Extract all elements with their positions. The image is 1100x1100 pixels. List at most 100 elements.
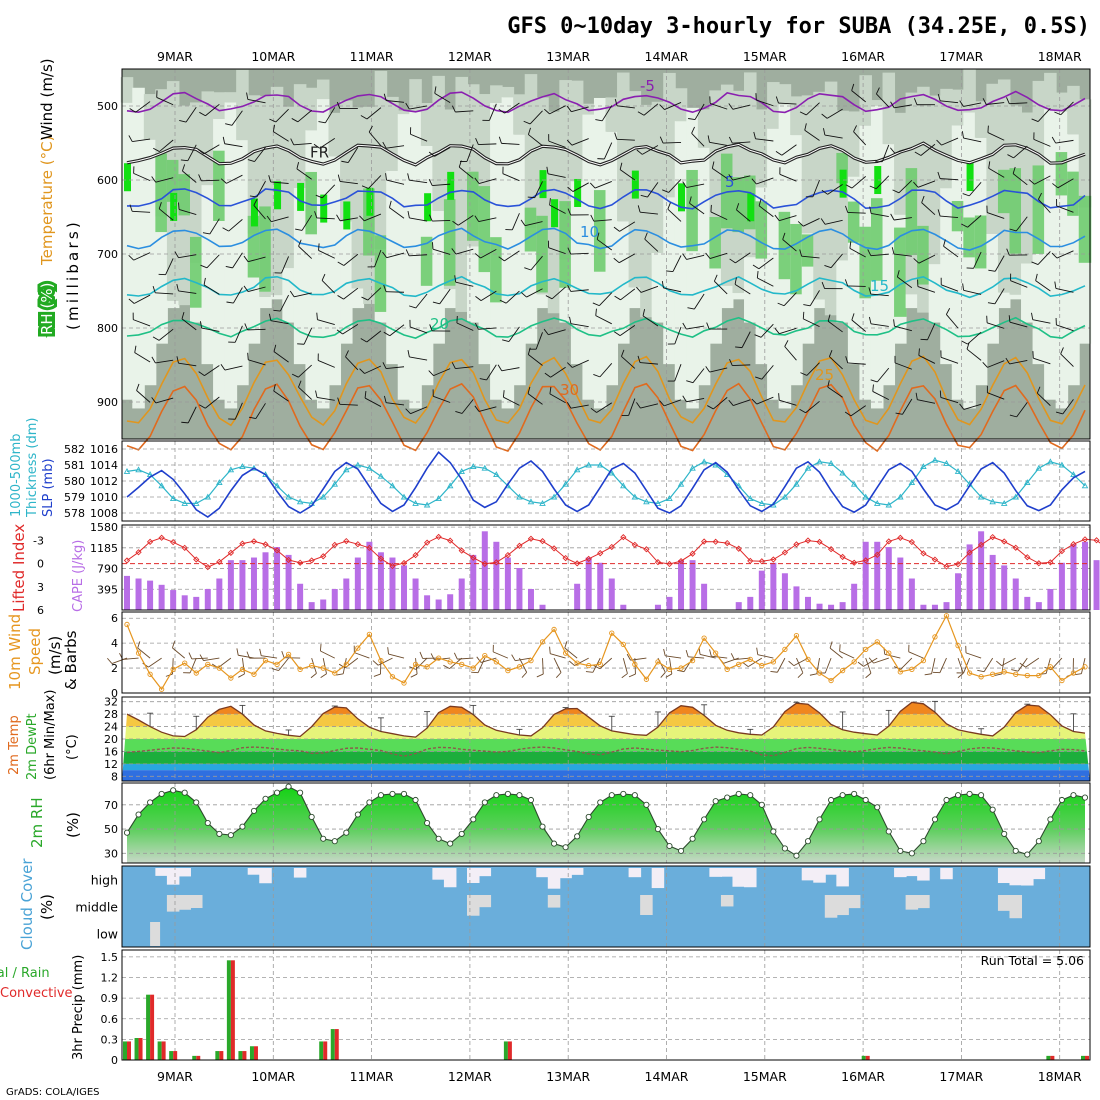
li-point (597, 550, 604, 557)
cape-bar (1047, 589, 1054, 610)
wind-barb-flag (774, 214, 780, 221)
wind-barb (963, 403, 982, 410)
rh-point (123, 829, 131, 836)
wind-barb (965, 652, 982, 659)
wind-barb (850, 405, 866, 417)
rh-band-light (282, 106, 295, 269)
cape-bar (389, 557, 396, 610)
rh-band-moist (490, 237, 503, 303)
thickness-point (273, 482, 281, 489)
wind-barb (894, 362, 913, 370)
wind-speed-point (228, 675, 234, 681)
wind-barb-flag (429, 214, 433, 222)
wind-barb (457, 657, 474, 660)
rh-point (170, 787, 177, 794)
li-series-line (126, 536, 1100, 568)
date-label-top: 14MAR (645, 49, 689, 64)
wind-tick-label: 6 (111, 612, 118, 625)
wind-barb (918, 254, 936, 264)
isotherm-line (126, 227, 1086, 251)
cape-bar (908, 578, 915, 610)
wind-speed-point (158, 686, 165, 692)
rh-band-dry (351, 288, 365, 309)
precip-convective-bar (173, 1051, 178, 1060)
wind-barb (756, 177, 774, 185)
cape-bar (181, 595, 188, 610)
wind-barb (782, 239, 797, 252)
isotherm-line (126, 316, 1086, 339)
rh-point (828, 796, 835, 804)
wind-barb (386, 402, 405, 406)
wind-barb-flag (614, 132, 618, 140)
temp-tick-label: 24 (104, 721, 118, 734)
rh-band-light (801, 95, 815, 234)
cloud-units-label: (%) (38, 894, 56, 920)
rh-point (701, 816, 708, 823)
date-label-bottom: 11MAR (350, 1069, 394, 1084)
wind-barb-flag (198, 174, 202, 182)
wind-barb (571, 106, 589, 113)
wind-barb-flag (945, 308, 951, 315)
wind-barb (278, 657, 289, 671)
li-point (724, 539, 731, 547)
wind-barb (940, 100, 959, 104)
wind-barb (321, 184, 336, 199)
cloud-high-bar (720, 868, 734, 877)
rh-point (562, 844, 569, 851)
li-point (1024, 554, 1031, 561)
wind-speed-point (609, 630, 615, 636)
cape-tick-label: 395 (97, 583, 118, 596)
wind-barb-flag (729, 258, 736, 264)
rh-point (493, 792, 500, 799)
wind-barb (189, 657, 197, 674)
rh-band-dry (767, 128, 780, 400)
minmax-label: (6hr Min/Max) (43, 690, 58, 780)
wind-barb-flag (520, 219, 526, 226)
cape-bar (308, 602, 315, 610)
wind-speed-point (770, 659, 777, 665)
wind-speed-point (747, 656, 753, 663)
wind-barb (322, 658, 327, 674)
cape-label: CAPE (J/kg) (71, 540, 86, 612)
wind-barb (548, 329, 566, 336)
wind-barb-flag (849, 241, 852, 249)
wind-barb-flag (595, 119, 603, 122)
cape-bar (1024, 596, 1031, 610)
cape-tick-label: 790 (97, 563, 118, 576)
wind-barb (619, 325, 636, 337)
wind-barb-flag (784, 340, 789, 347)
wind-barb-flag (361, 185, 369, 189)
li-point (458, 547, 465, 554)
rh-point (943, 796, 950, 804)
wind-speed-point (205, 661, 211, 667)
wind-barb (940, 397, 959, 404)
wind-barb (709, 252, 728, 259)
wind-barb-flag (382, 141, 387, 149)
cape-bar (354, 557, 361, 610)
rh-point (504, 790, 511, 797)
wind-barb-flag (889, 147, 896, 154)
wind-barb (875, 175, 890, 190)
wind-barb (830, 253, 843, 268)
wind-barb-flag (730, 653, 735, 660)
li-point (135, 549, 142, 556)
rh-band-light (951, 89, 965, 126)
wind-barb-flag (820, 218, 826, 225)
wind-barb (504, 250, 520, 262)
li-tick-label: 0 (37, 558, 44, 571)
thickness-point (677, 480, 685, 487)
wind-barb-flag (614, 295, 621, 301)
wind-barb (366, 330, 382, 343)
thickness-point (135, 466, 142, 473)
rh-band-light (894, 112, 907, 215)
wind-barb (1037, 108, 1051, 122)
wind-barb-flag (640, 194, 648, 198)
thickness-point (550, 493, 558, 500)
cape-bar (943, 602, 950, 610)
li-tick-label: 3 (37, 581, 44, 594)
rh-point (1070, 792, 1077, 799)
wind-barb (527, 393, 543, 405)
wind-barb-flag (200, 264, 208, 269)
rh-band-dry (316, 99, 330, 409)
